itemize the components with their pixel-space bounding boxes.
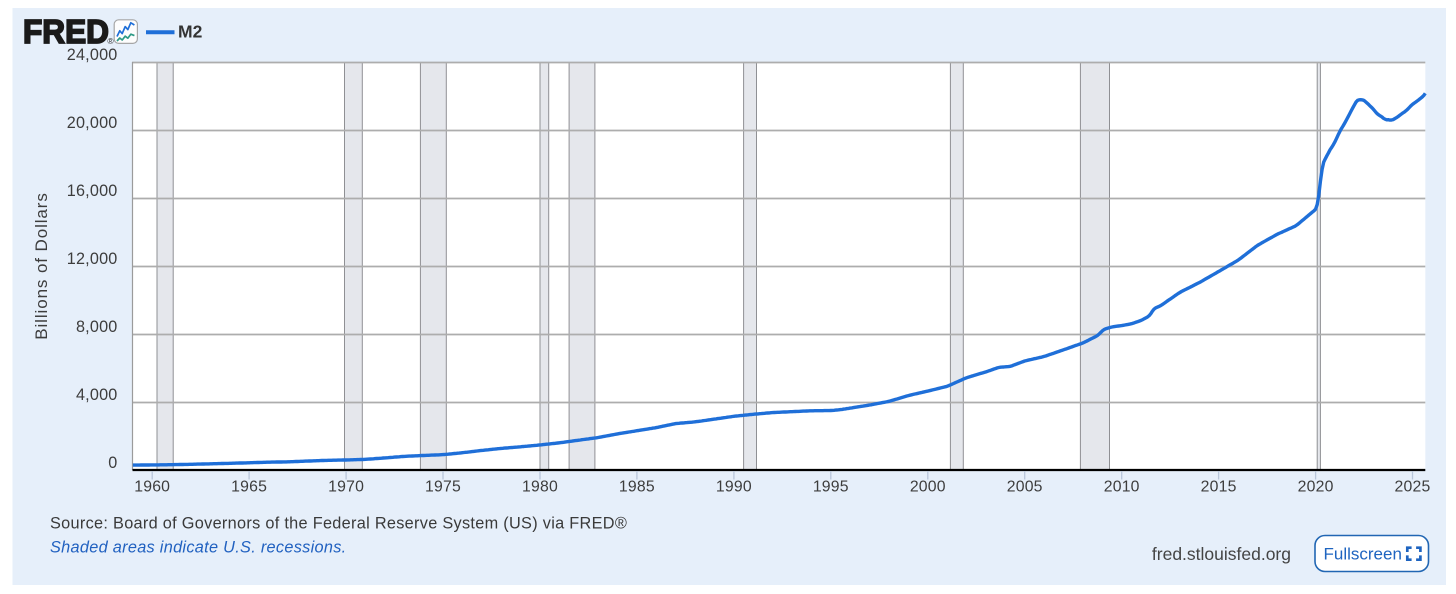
svg-text:M2: M2 [178, 22, 203, 42]
svg-text:1960: 1960 [134, 479, 170, 496]
svg-text:1970: 1970 [328, 479, 364, 496]
svg-text:2010: 2010 [1104, 479, 1140, 496]
svg-text:1990: 1990 [716, 479, 752, 496]
svg-text:®: ® [107, 36, 114, 46]
svg-text:24,000: 24,000 [67, 46, 118, 64]
svg-text:20,000: 20,000 [67, 114, 118, 132]
svg-text:Source: Board of Governors of: Source: Board of Governors of the Federa… [50, 515, 627, 533]
svg-text:8,000: 8,000 [76, 318, 118, 336]
svg-text:1975: 1975 [425, 479, 461, 496]
svg-text:1980: 1980 [522, 479, 558, 496]
svg-text:2000: 2000 [910, 479, 946, 496]
svg-text:16,000: 16,000 [67, 182, 118, 200]
svg-text:2025: 2025 [1395, 479, 1431, 496]
svg-text:2020: 2020 [1298, 479, 1334, 496]
svg-text:4,000: 4,000 [76, 386, 118, 404]
svg-text:fred.stlouisfed.org: fred.stlouisfed.org [1152, 544, 1291, 564]
svg-text:FRED: FRED [23, 13, 109, 50]
svg-text:12,000: 12,000 [67, 250, 118, 268]
svg-text:1965: 1965 [231, 479, 267, 496]
svg-text:2015: 2015 [1201, 479, 1237, 496]
svg-text:Fullscreen: Fullscreen [1324, 545, 1402, 564]
svg-text:Billions of Dollars: Billions of Dollars [32, 192, 51, 339]
svg-text:1985: 1985 [619, 479, 655, 496]
svg-text:1995: 1995 [813, 479, 849, 496]
svg-text:0: 0 [108, 454, 117, 472]
svg-text:Shaded areas indicate U.S. rec: Shaded areas indicate U.S. recessions. [50, 539, 346, 557]
svg-text:2005: 2005 [1007, 479, 1043, 496]
